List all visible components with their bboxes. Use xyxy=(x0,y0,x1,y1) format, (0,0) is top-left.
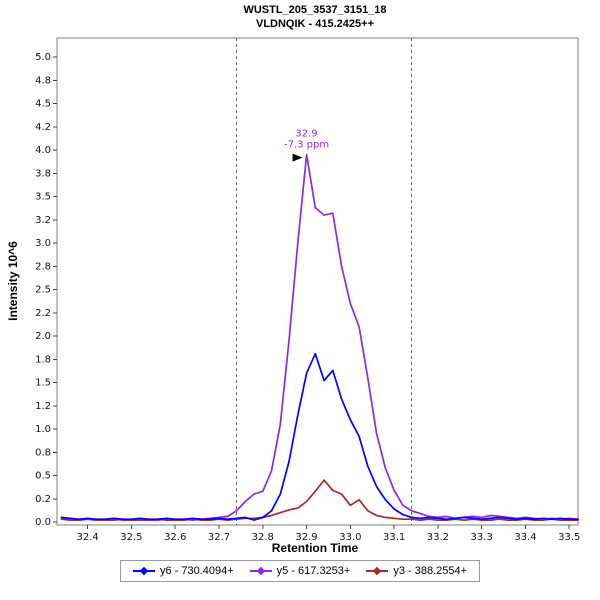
legend-item-y3: y3 - 388.2554+ xyxy=(366,565,467,577)
chart-title-peptide: VLDNQIK - 415.2425++ xyxy=(255,18,374,30)
y-tick-label: 2.8 xyxy=(35,261,51,272)
y-tick-label: 4.2 xyxy=(35,122,51,133)
x-tick-label: 33.3 xyxy=(471,532,493,543)
y-tick-label: 2.2 xyxy=(35,308,51,319)
y-tick-label: 0.2 xyxy=(35,494,51,505)
legend-item-label: y5 - 617.3253+ xyxy=(276,565,351,577)
legend-item-label: y6 - 730.4094+ xyxy=(159,565,234,577)
x-tick-label: 33.1 xyxy=(383,532,405,543)
y-tick-label: 1.0 xyxy=(35,424,51,435)
y-tick-label: 1.8 xyxy=(35,354,51,365)
x-tick-label: 32.7 xyxy=(208,532,230,543)
peak-rt-annotation: 32.9 xyxy=(295,129,317,140)
legend-line-swatch-icon xyxy=(366,566,389,576)
legend-item-y5: y5 - 617.3253+ xyxy=(249,565,351,577)
y-axis-label: Intensity 10^6 xyxy=(6,241,20,321)
x-tick-label: 32.4 xyxy=(77,532,99,543)
trace-y5 xyxy=(60,153,579,521)
y-tick-label: 2.5 xyxy=(35,285,51,296)
x-tick-label: 33.2 xyxy=(427,532,449,543)
x-tick-label: 32.6 xyxy=(164,532,186,543)
x-tick-label: 33.5 xyxy=(558,532,580,543)
x-tick-label: 32.5 xyxy=(120,532,142,543)
legend-item-label: y3 - 388.2554+ xyxy=(393,565,468,577)
trace-y3 xyxy=(60,479,579,521)
plot-border xyxy=(56,37,579,526)
y-tick-label: 0.0 xyxy=(35,517,51,528)
y-tick-label: 2.0 xyxy=(35,331,51,342)
legend-marker-icon xyxy=(139,566,149,576)
peak-pointer-arrow-icon xyxy=(292,153,303,162)
x-tick-label: 32.8 xyxy=(252,532,274,543)
y-tick-label: 3.2 xyxy=(35,215,51,226)
x-tick-label: 32.9 xyxy=(295,532,317,543)
legend-box: y6 - 730.4094+ y5 - 617.3253+ y3 - 388.255… xyxy=(119,560,481,582)
y-tick-label: 3.8 xyxy=(35,168,51,179)
x-tick-label: 33.4 xyxy=(514,532,536,543)
chart-titles: WUSTL_205_3537_3151_18 VLDNQIK - 415.242… xyxy=(35,3,595,31)
legend: y6 - 730.4094+ y5 - 617.3253+ y3 - 388.255… xyxy=(0,560,600,582)
y-tick-label: 0.8 xyxy=(35,447,51,458)
legend-item-y6: y6 - 730.4094+ xyxy=(132,565,234,577)
y-tick-label: 4.0 xyxy=(35,145,51,156)
y-tick-label: 1.2 xyxy=(35,401,51,412)
y-tick-label: 4.8 xyxy=(35,75,51,86)
x-tick-label: 33.0 xyxy=(339,532,361,543)
y-tick-label: 4.5 xyxy=(35,99,51,110)
y-tick-label: 3.0 xyxy=(35,238,51,249)
legend-marker-icon xyxy=(256,566,265,576)
legend-line-swatch-icon xyxy=(249,566,272,576)
peak-ppm-annotation: -7.3 ppm xyxy=(284,140,329,151)
x-axis-label: Retention Time xyxy=(271,541,359,555)
chart-title-file: WUSTL_205_3537_3151_18 xyxy=(243,4,387,16)
y-tick-label: 1.5 xyxy=(35,378,51,389)
y-tick-label: 5.0 xyxy=(35,52,51,63)
y-tick-label: 3.5 xyxy=(35,192,51,203)
legend-marker-icon xyxy=(373,566,382,576)
chromatogram-plot: 32.4 32.5 32.6 32.7 32.8 32.9 33.0 33.1 33.2 33.3… xyxy=(35,37,580,543)
legend-line-swatch-icon xyxy=(132,566,155,576)
trace-y6 xyxy=(60,352,579,521)
y-tick-label: 0.5 xyxy=(35,471,51,482)
